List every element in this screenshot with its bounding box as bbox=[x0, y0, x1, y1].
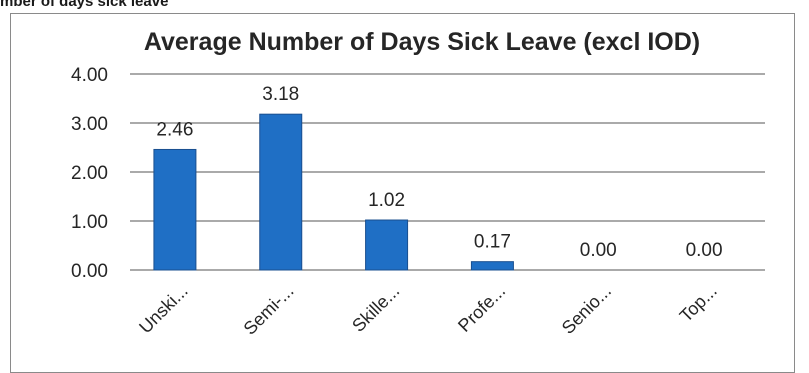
category-label: Top... bbox=[676, 281, 721, 326]
category-labels: Unski... Semi-... Skille... Profe... Senio..… bbox=[135, 281, 721, 339]
y-axis-ticks: 0.00 1.00 2.00 3.00 4.00 bbox=[71, 65, 108, 282]
category-label: Unski... bbox=[135, 281, 192, 338]
data-label: 0.00 bbox=[580, 240, 617, 261]
gridlines bbox=[130, 73, 765, 271]
bar bbox=[153, 148, 197, 271]
bar bbox=[365, 219, 409, 271]
y-tick-label: 4.00 bbox=[71, 65, 108, 86]
category-label: Senio... bbox=[558, 281, 615, 338]
document-heading: mber of days sick leave bbox=[0, 0, 169, 10]
data-label: 3.18 bbox=[262, 84, 299, 105]
data-label: 0.00 bbox=[686, 240, 723, 261]
bars bbox=[153, 113, 514, 271]
category-label: Skille... bbox=[348, 281, 403, 336]
chart-svg: Average Number of Days Sick Leave (excl … bbox=[71, 28, 765, 339]
data-label: 1.02 bbox=[368, 190, 405, 211]
chart-title: Average Number of Days Sick Leave (excl … bbox=[144, 28, 700, 56]
bar bbox=[470, 261, 514, 271]
data-labels: 2.46 3.18 1.02 0.17 0.00 0.00 bbox=[156, 84, 722, 261]
y-tick-label: 2.00 bbox=[71, 163, 108, 184]
y-tick-label: 0.00 bbox=[71, 261, 108, 282]
y-tick-label: 3.00 bbox=[71, 114, 108, 135]
category-label: Semi-... bbox=[240, 281, 298, 339]
category-label: Profe... bbox=[454, 281, 509, 336]
data-label: 2.46 bbox=[156, 119, 193, 140]
y-tick-label: 1.00 bbox=[71, 212, 108, 233]
data-label: 0.17 bbox=[474, 232, 511, 253]
bar bbox=[259, 113, 303, 271]
